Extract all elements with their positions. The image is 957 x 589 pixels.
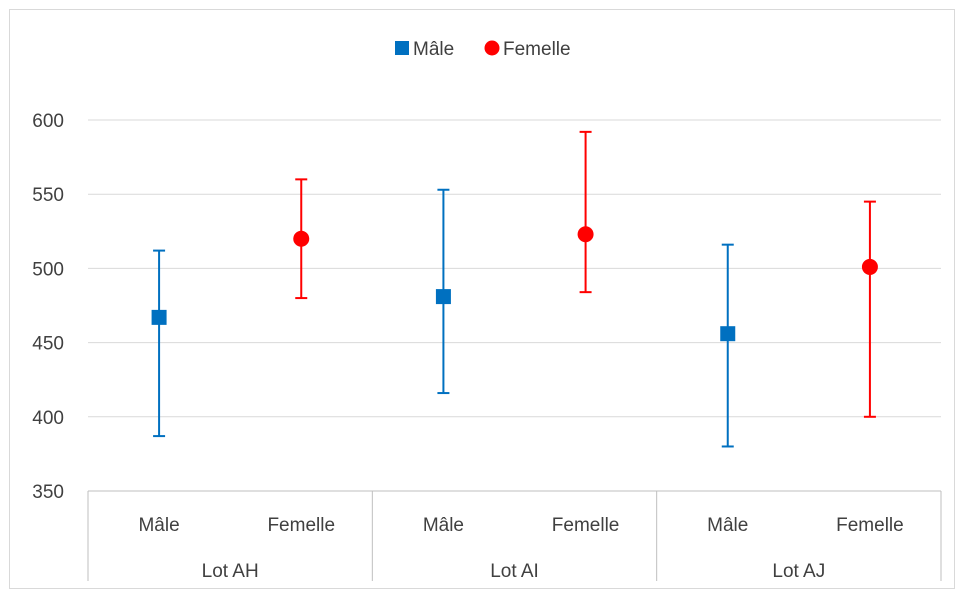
x-category-label: Mâle	[423, 515, 464, 536]
x-group-label: Lot AI	[490, 561, 539, 581]
x-category-label: Mâle	[138, 515, 179, 536]
y-tick-label: 600	[32, 111, 64, 132]
y-tick-label: 450	[32, 334, 64, 355]
x-group-label: Lot AH	[202, 561, 259, 581]
data-point-femelle	[577, 226, 594, 243]
data-point-male	[720, 326, 736, 342]
y-tick-label: 550	[32, 185, 64, 206]
data-point-male	[435, 289, 451, 305]
y-tick-label: 500	[32, 259, 64, 280]
legend-marker-circle	[484, 40, 500, 56]
data-point-femelle	[861, 258, 878, 275]
x-category-label: Femelle	[267, 515, 335, 536]
y-tick-label: 400	[32, 408, 64, 429]
x-category-label: Femelle	[836, 515, 904, 536]
x-group-label: Lot AJ	[772, 561, 825, 581]
y-tick-label: 350	[32, 482, 64, 503]
chart-svg: 350 400 450 500 550 600 Mâle Femelle Mâle Femelle…	[32, 39, 942, 581]
data-point-femelle	[293, 230, 310, 247]
chart-frame: 350 400 450 500 550 600 Mâle Femelle Mâle Femelle…	[9, 9, 955, 589]
legend-label: Mâle	[413, 39, 454, 60]
legend-marker-square	[395, 41, 409, 55]
x-category-label: Femelle	[552, 515, 620, 536]
legend-label: Femelle	[503, 39, 571, 60]
data-point-male	[151, 309, 167, 325]
x-category-label: Mâle	[707, 515, 748, 536]
